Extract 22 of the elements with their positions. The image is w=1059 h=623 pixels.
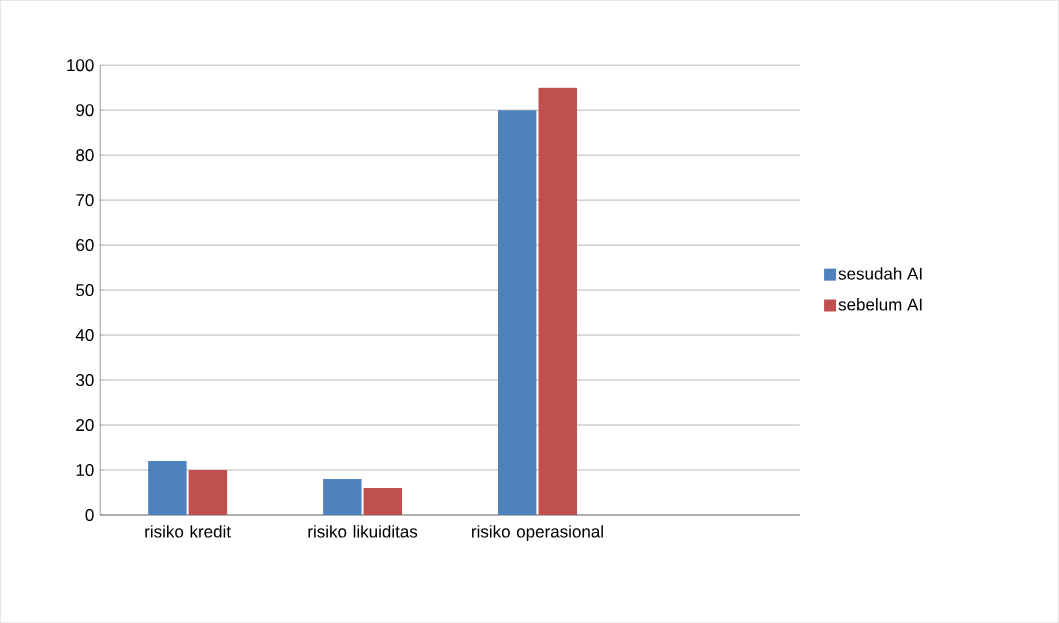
bar <box>323 478 362 515</box>
bar <box>363 487 403 515</box>
y-tick-label: 80 <box>76 149 94 162</box>
y-tick-label: 70 <box>76 194 94 207</box>
x-tick-label: risiko operasional <box>472 525 603 541</box>
y-tick-label: 100 <box>67 59 94 72</box>
y-tick-label: 90 <box>76 104 94 117</box>
x-tick-label: risiko likuiditas <box>308 525 418 538</box>
y-tick-label: 10 <box>76 463 94 476</box>
bar <box>188 469 228 515</box>
legend-label: sebelum AI <box>838 298 922 311</box>
legend-label: sesudah AI <box>838 267 922 280</box>
y-tick-label: 50 <box>76 283 94 297</box>
bar <box>498 110 537 515</box>
y-tick-label: 20 <box>76 418 94 431</box>
x-tick-label: risiko kredit <box>145 525 231 538</box>
y-tick-label: 40 <box>75 328 94 342</box>
bar <box>148 460 187 515</box>
bar <box>538 87 577 515</box>
y-tick-label: 0 <box>85 508 94 521</box>
y-tick-label: 30 <box>76 373 94 386</box>
y-tick-label: 60 <box>76 239 94 252</box>
